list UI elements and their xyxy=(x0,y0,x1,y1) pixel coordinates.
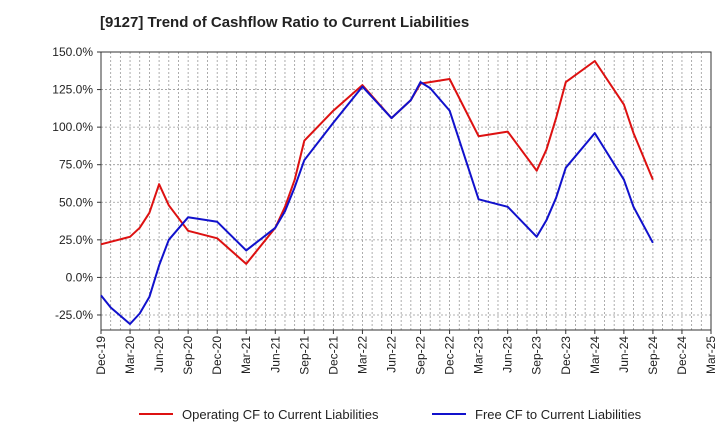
x-tick-label: Mar-20 xyxy=(123,336,137,374)
y-tick-label: 75.0% xyxy=(59,158,93,172)
x-tick-label: Sep-24 xyxy=(646,336,660,375)
x-tick-label: Jun-23 xyxy=(501,336,515,373)
x-tick-label: Sep-20 xyxy=(181,336,195,375)
chart-title: [9127] Trend of Cashflow Ratio to Curren… xyxy=(100,14,470,31)
x-tick-label: Jun-20 xyxy=(152,336,166,373)
x-tick-label: Mar-25 xyxy=(704,336,718,374)
y-tick-label: 100.0% xyxy=(52,120,93,134)
x-tick-label: Dec-22 xyxy=(443,336,457,375)
x-tick-label: Dec-21 xyxy=(326,336,340,375)
operating-cf-line xyxy=(100,60,654,265)
x-tick-label: Sep-23 xyxy=(530,336,544,375)
x-tick-label: Jun-22 xyxy=(384,336,398,373)
x-tick-label: Mar-22 xyxy=(355,336,369,374)
x-axis-ticks: Dec-19 Mar-20 Jun-20 Sep-20 Dec-20 Mar-21 Jun-… xyxy=(94,330,718,375)
x-tick-label: Mar-23 xyxy=(472,336,486,374)
y-tick-label: 150.0% xyxy=(52,45,93,59)
y-tick-label: 25.0% xyxy=(59,233,93,247)
series-lines xyxy=(100,60,654,325)
y-tick-label: 125.0% xyxy=(52,83,93,97)
legend-label: Free CF to Current Liabilities xyxy=(475,407,642,422)
x-tick-label: Sep-22 xyxy=(414,336,428,375)
x-tick-label: Dec-24 xyxy=(675,336,689,375)
x-tick-label: Dec-20 xyxy=(210,336,224,375)
x-tick-label: Jun-24 xyxy=(617,336,631,373)
y-axis-ticks: 150.0% 125.0% 100.0% 75.0% 50.0% 25.0% 0.0% -25… xyxy=(52,45,101,322)
x-tick-label: Jun-21 xyxy=(268,336,282,373)
grid-lines xyxy=(100,51,712,330)
y-tick-label: 0.0% xyxy=(66,270,94,284)
x-tick-label: Dec-23 xyxy=(559,336,573,375)
legend-label: Operating CF to Current Liabilities xyxy=(182,407,379,422)
x-tick-label: Sep-21 xyxy=(297,336,311,375)
x-tick-label: Mar-21 xyxy=(239,336,253,374)
legend: Operating CF to Current Liabilities Free … xyxy=(139,407,642,422)
x-tick-label: Dec-19 xyxy=(94,336,108,375)
plot-area-frame xyxy=(100,51,712,331)
x-tick-label: Mar-24 xyxy=(588,336,602,374)
y-tick-label: -25.0% xyxy=(55,308,93,322)
free-cf-line xyxy=(100,81,654,325)
y-tick-label: 50.0% xyxy=(59,195,93,209)
